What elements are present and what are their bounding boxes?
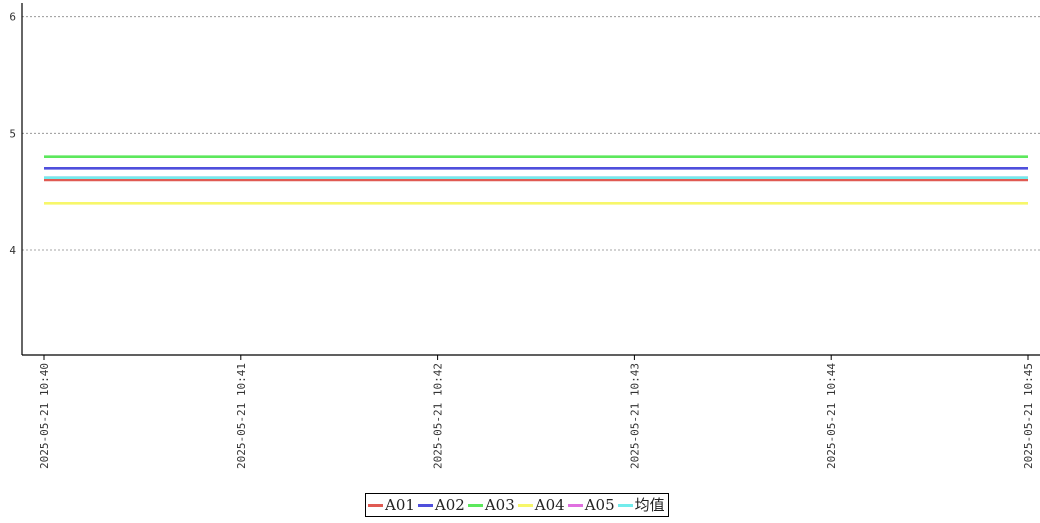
axes bbox=[21, 3, 1040, 360]
legend-item-4: A05 bbox=[567, 495, 615, 515]
x-tick-label: 2025-05-21 10:45 bbox=[1022, 363, 1035, 469]
grid-lines bbox=[22, 16, 1040, 251]
legend-swatch bbox=[417, 503, 433, 507]
legend-label: A05 bbox=[584, 496, 615, 514]
legend-item-2: A03 bbox=[467, 495, 515, 515]
x-tick-label: 2025-05-21 10:40 bbox=[38, 363, 51, 469]
legend-label: A03 bbox=[484, 496, 515, 514]
y-tick-labels: 4 5 6 bbox=[9, 11, 16, 257]
x-tick-label: 2025-05-21 10:43 bbox=[628, 363, 641, 469]
legend-swatch bbox=[517, 503, 533, 507]
legend-label: 均值 bbox=[634, 496, 665, 514]
x-tick-label: 2025-05-21 10:41 bbox=[235, 363, 248, 469]
x-tick-label: 2025-05-21 10:44 bbox=[825, 363, 838, 469]
legend-item-3: A04 bbox=[517, 495, 565, 515]
legend-item-5: 均值 bbox=[617, 495, 665, 515]
legend: A01 A02 A03 A04 A05 均值 bbox=[365, 493, 669, 517]
legend-label: A01 bbox=[385, 496, 415, 514]
series-lines bbox=[44, 155, 1028, 205]
legend-label: A04 bbox=[534, 496, 565, 514]
legend-swatch bbox=[617, 503, 633, 507]
x-tick-label: 2025-05-21 10:42 bbox=[432, 363, 445, 469]
legend-swatch bbox=[567, 503, 583, 507]
y-tick-label: 5 bbox=[9, 127, 16, 140]
legend-swatch bbox=[368, 503, 383, 507]
legend-swatch bbox=[467, 503, 483, 507]
y-tick-label: 4 bbox=[9, 244, 16, 257]
legend-label: A02 bbox=[434, 496, 465, 514]
legend-item-0: A01 bbox=[368, 495, 415, 515]
x-tick-labels: 2025-05-21 10:40 2025-05-21 10:41 2025-05-… bbox=[38, 363, 1035, 469]
legend-item-1: A02 bbox=[417, 495, 465, 515]
y-tick-label: 6 bbox=[9, 11, 16, 24]
